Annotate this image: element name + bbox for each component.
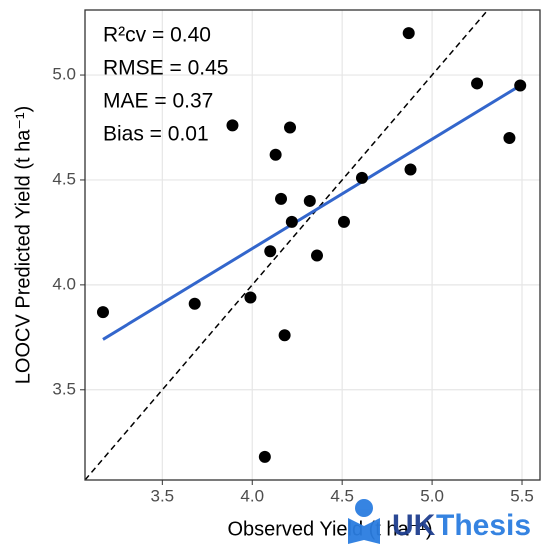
point [284,121,297,134]
plot-border [84,9,541,481]
y-tick-label: 4.5 [52,169,76,188]
x-tick-label: 4.5 [330,486,354,505]
point [471,77,484,90]
point [402,27,415,40]
y-tick-label: 4.0 [52,274,76,293]
watermark-text: Thesis [436,509,531,542]
point [96,306,109,319]
reference-line [84,9,489,481]
annotations: R²cv = 0.40 RMSE = 0.45 MAE = 0.37 Bias = 0… [103,24,228,146]
x-tick-label: 3.5 [151,486,175,505]
y-tick-label: 3.5 [52,379,76,398]
annotation: Bias = 0.01 [103,123,209,146]
watermark-icon [355,499,373,517]
point [278,329,291,342]
point [264,245,277,258]
point [269,148,282,161]
x-tick-label: 5.0 [420,486,444,505]
point [310,249,323,262]
annotation: MAE = 0.37 [103,90,213,113]
annotation: RMSE = 0.45 [103,57,228,80]
y-tick-label: 5.0 [52,65,76,84]
lines [84,9,521,481]
point [188,297,201,310]
point [226,119,239,132]
points [96,27,527,463]
point [404,163,417,176]
watermark: UK Thesis [348,499,531,544]
point [337,215,350,228]
x-tick-label: 5.5 [510,486,534,505]
point [285,215,298,228]
plot-area [85,10,540,480]
point [355,171,368,184]
x-axis-label: Observed Yield (t ha⁻¹) [227,518,432,540]
watermark-icon [348,518,380,544]
point [244,291,257,304]
point [258,450,271,463]
point [303,194,316,207]
annotation: R²cv = 0.40 [103,24,211,47]
fit-line [102,84,521,341]
point [275,192,288,205]
watermark-text: UK [392,509,436,542]
point [514,79,527,92]
y-axis-label: LOOCV Predicted Yield (t ha⁻¹) [12,106,34,384]
point [503,131,516,144]
x-tick-label: 4.0 [240,486,264,505]
